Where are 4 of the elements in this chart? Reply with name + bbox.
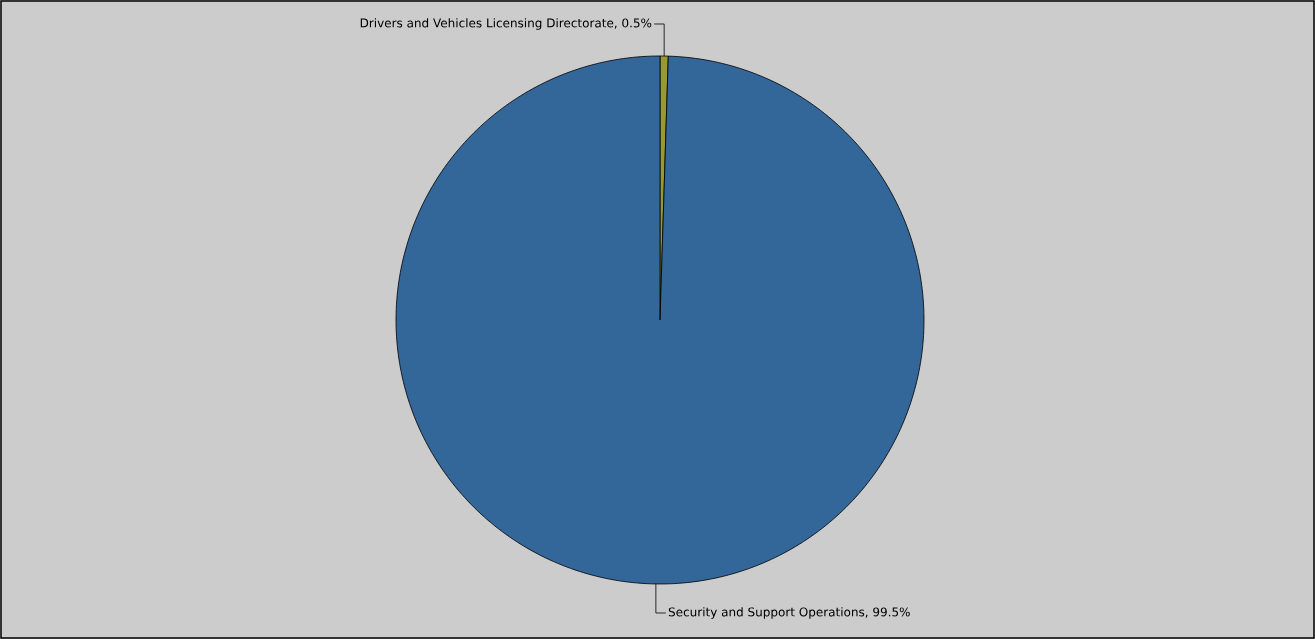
slice-label: Security and Support Operations: [668, 607, 865, 619]
slice-label: Drivers and Vehicles Licensing Directorate: [360, 18, 614, 30]
data-label: , 0.5%: [614, 18, 652, 29]
data-label: , 99.5%: [865, 607, 910, 618]
